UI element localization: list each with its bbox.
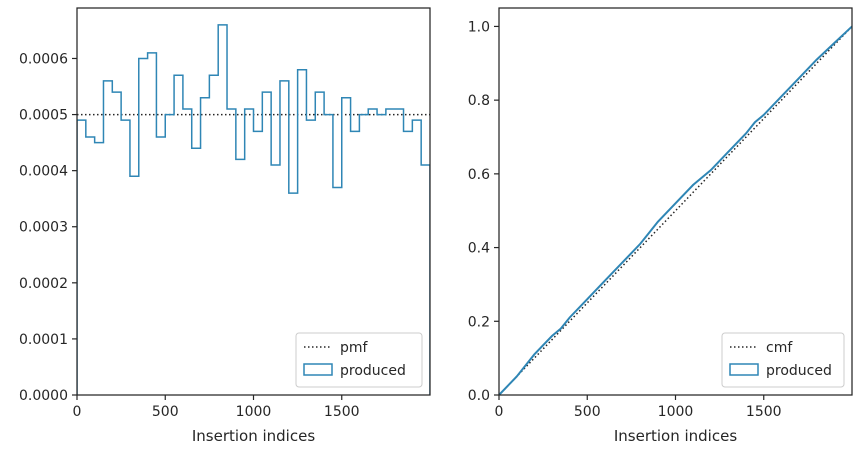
- y-tick-label: 0.0002: [19, 276, 68, 292]
- x-axis-label: Insertion indices: [614, 427, 737, 445]
- y-tick-label: 0.2: [468, 314, 490, 330]
- legend-swatch-produced: [303, 363, 333, 376]
- y-tick-label: 0.8: [468, 93, 490, 109]
- legend-label-produced: produced: [340, 363, 406, 379]
- x-tick-label: 1500: [746, 404, 782, 420]
- y-tick-label: 0.0004: [19, 164, 68, 180]
- y-tick-label: 0.0000: [19, 388, 68, 404]
- cmf-line: [499, 25, 852, 395]
- produced-cumulative-line: [499, 25, 852, 395]
- legend-label-cmf: cmf: [766, 340, 793, 356]
- x-tick-label: 500: [574, 404, 601, 420]
- plot-area: [77, 24, 430, 395]
- y-tick-label: 0.0: [468, 388, 490, 404]
- legend-label-pmf: pmf: [340, 340, 369, 356]
- legend: pmf produced: [295, 332, 423, 388]
- y-tick-label: 0.0005: [19, 108, 68, 124]
- x-tick-label: 0: [495, 404, 504, 420]
- legend-box: [721, 332, 845, 388]
- y-tick-label: 1.0: [468, 19, 490, 35]
- y-tick-label: 0.0006: [19, 51, 68, 67]
- produced-histogram: [77, 24, 430, 395]
- legend-label-produced: produced: [766, 363, 832, 379]
- y-tick-label: 0.4: [468, 241, 490, 257]
- x-tick-label: 0: [73, 404, 82, 420]
- y-tick-label: 0.0003: [19, 220, 68, 236]
- x-tick-label: 1000: [236, 404, 272, 420]
- plot-area: [499, 25, 852, 395]
- y-tick-label: 0.0001: [19, 332, 68, 348]
- x-tick-label: 500: [152, 404, 179, 420]
- legend: cmf produced: [721, 332, 845, 388]
- cmf-panel: 0 500 1000 1500 0.0 0.2 0.4 0.6 0.8 1.0 Insertion …: [468, 7, 853, 445]
- x-tick-label: 1500: [324, 404, 360, 420]
- x-tick-label: 1000: [658, 404, 694, 420]
- pmf-histogram-panel: 0 500 1000 1500 0.0000 0.0001 0.0002 0.0003 0.00…: [19, 7, 431, 445]
- legend-box: [295, 332, 423, 388]
- legend-swatch-produced: [729, 363, 759, 376]
- y-tick-label: 0.6: [468, 167, 490, 183]
- x-axis-label: Insertion indices: [192, 427, 315, 445]
